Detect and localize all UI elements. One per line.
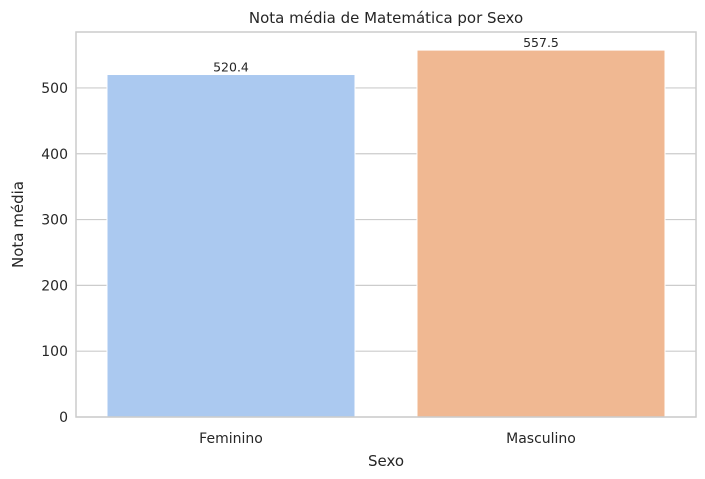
plot-frame [75, 31, 697, 418]
bar-masculino [416, 49, 666, 418]
bar-feminino [106, 74, 356, 418]
y-tick-label: 200 [41, 278, 68, 294]
x-axis-label: Sexo [368, 452, 404, 470]
x-axis: Feminino Masculino [199, 431, 576, 447]
data-labels: 520.4 557.5 [213, 35, 559, 74]
data-label-feminino: 520.4 [213, 60, 249, 75]
bars [106, 49, 666, 418]
y-tick-label: 100 [41, 344, 68, 360]
x-tick-label-feminino: Feminino [199, 431, 263, 447]
chart-title: Nota média de Matemática por Sexo [249, 9, 523, 27]
y-tick-label: 500 [41, 81, 68, 97]
y-tick-label: 400 [41, 147, 68, 163]
data-label-masculino: 557.5 [523, 35, 559, 50]
y-tick-label: 0 [59, 410, 68, 426]
y-axis-label: Nota média [9, 181, 27, 268]
x-tick-label-masculino: Masculino [506, 431, 576, 447]
y-axis: 0 100 200 300 400 500 [41, 81, 68, 426]
y-tick-label: 300 [41, 213, 68, 229]
